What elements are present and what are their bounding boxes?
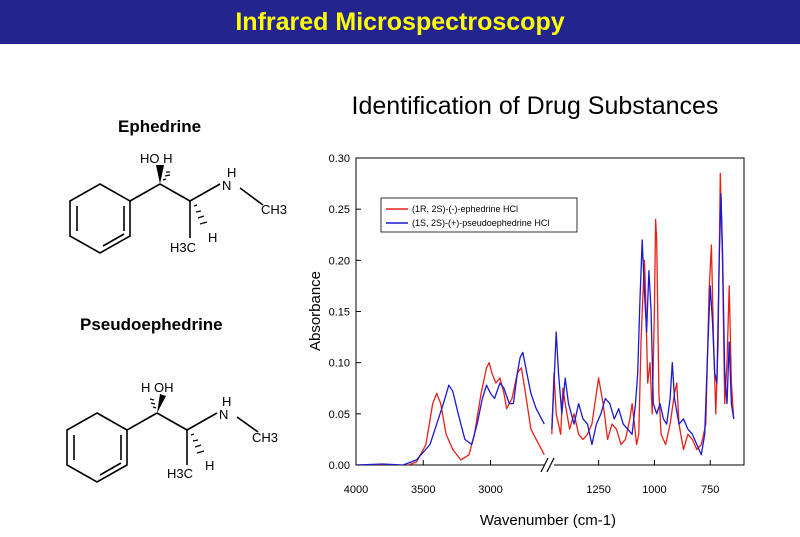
pseudoephedrine-hash-bond — [149, 398, 205, 454]
x-tick-label: 3000 — [478, 484, 502, 496]
ephedrine-bond — [189, 183, 221, 202]
pseudoephedrine-benzene-ring — [66, 412, 128, 483]
axis-break-marker — [540, 457, 555, 473]
ephedrine-bond — [129, 183, 161, 202]
y-tick-label: 0.15 — [329, 307, 350, 319]
ephedrine-bond — [159, 183, 191, 202]
pseudoephedrine-ring-double-bond — [99, 462, 122, 476]
pseudoephedrine-wedge-bond — [157, 394, 166, 413]
pseudoephedrine-spectrum-line — [551, 193, 735, 456]
ephedrine-spectrum-line — [551, 172, 735, 451]
pseudoephedrine-bond — [126, 412, 158, 431]
legend-box — [380, 197, 578, 233]
x-tick-label: 3500 — [411, 484, 435, 496]
ephedrine-ch3-label: CH3 — [261, 202, 287, 217]
y-axis-label: Absorbance — [307, 271, 324, 351]
slide-subtitle: Identification of Drug Substances — [351, 92, 719, 120]
x-axis-label: Wavenumber (cm-1) — [480, 512, 616, 529]
ephedrine-h-label: H — [208, 230, 217, 245]
x-tick-label: 4000 — [344, 484, 368, 496]
banner-title: Infrared Microspectroscopy — [235, 7, 565, 36]
pseudoephedrine-atom-labels: H OH N H CH3 H3C H — [141, 380, 278, 481]
pseudoephedrine-h-oh-label: H OH — [141, 380, 174, 395]
spectrum-lines — [356, 172, 735, 465]
x-tick-label: 1250 — [586, 484, 610, 496]
ephedrine-benzene-ring — [69, 183, 131, 254]
y-tick-label: 0.00 — [329, 460, 350, 472]
y-tick-label: 0.25 — [329, 204, 350, 216]
pseudoephedrine-bond — [156, 412, 188, 431]
ephedrine-ho-h-label: HO H — [140, 151, 173, 166]
title-banner: Infrared Microspectroscopy — [0, 0, 800, 44]
y-tick-label: 0.20 — [329, 255, 350, 267]
ephedrine-hash-bond — [162, 171, 208, 225]
ephedrine-structure — [69, 165, 264, 254]
ephedrine-ring-double-bond — [102, 233, 125, 247]
pseudoephedrine-bond — [186, 412, 218, 431]
x-tick-label: 750 — [701, 484, 719, 496]
y-axis: 0.00 0.05 0.10 0.15 0.20 0.25 0.30 — [329, 153, 361, 472]
ephedrine-n-label: N — [222, 178, 231, 193]
ephedrine-atom-labels: HO H N H CH3 H3C H — [140, 151, 287, 255]
pseudoephedrine-spectrum-line — [356, 351, 545, 465]
ephedrine-spectrum-line — [356, 362, 545, 465]
y-tick-label: 0.10 — [329, 358, 350, 370]
legend: (1R, 2S)-(-)-ephedrine HCl (1S, 2S)-(+)-… — [380, 197, 578, 233]
pseudoephedrine-h-label: H — [205, 458, 214, 473]
pseudoephedrine-structure — [66, 394, 259, 483]
pseudoephedrine-ch3-label: CH3 — [252, 430, 278, 445]
ephedrine-label: Ephedrine — [118, 117, 202, 136]
ephedrine-h3c-label: H3C — [170, 240, 196, 255]
pseudoephedrine-n-label: N — [219, 407, 228, 422]
ephedrine-bond — [239, 187, 264, 206]
legend-label-pseudoephedrine: (1S, 2S)-(+)-pseudoephedrine HCl — [412, 218, 549, 228]
x-axis: 4000 3500 3000 1250 1000 750 — [344, 460, 719, 496]
y-tick-label: 0.05 — [329, 409, 350, 421]
ephedrine-wedge-bond — [156, 165, 164, 184]
y-tick-label: 0.30 — [329, 153, 350, 165]
legend-label-ephedrine: (1R, 2S)-(-)-ephedrine HCl — [412, 204, 518, 214]
ephedrine-nh-h-label: H — [227, 165, 236, 180]
pseudoephedrine-h3c-label: H3C — [167, 466, 193, 481]
pseudoephedrine-bond — [236, 416, 259, 433]
pseudoephedrine-label: Pseudoephedrine — [80, 315, 223, 334]
x-tick-label: 1000 — [642, 484, 666, 496]
pseudoephedrine-nh-h-label: H — [222, 394, 231, 409]
